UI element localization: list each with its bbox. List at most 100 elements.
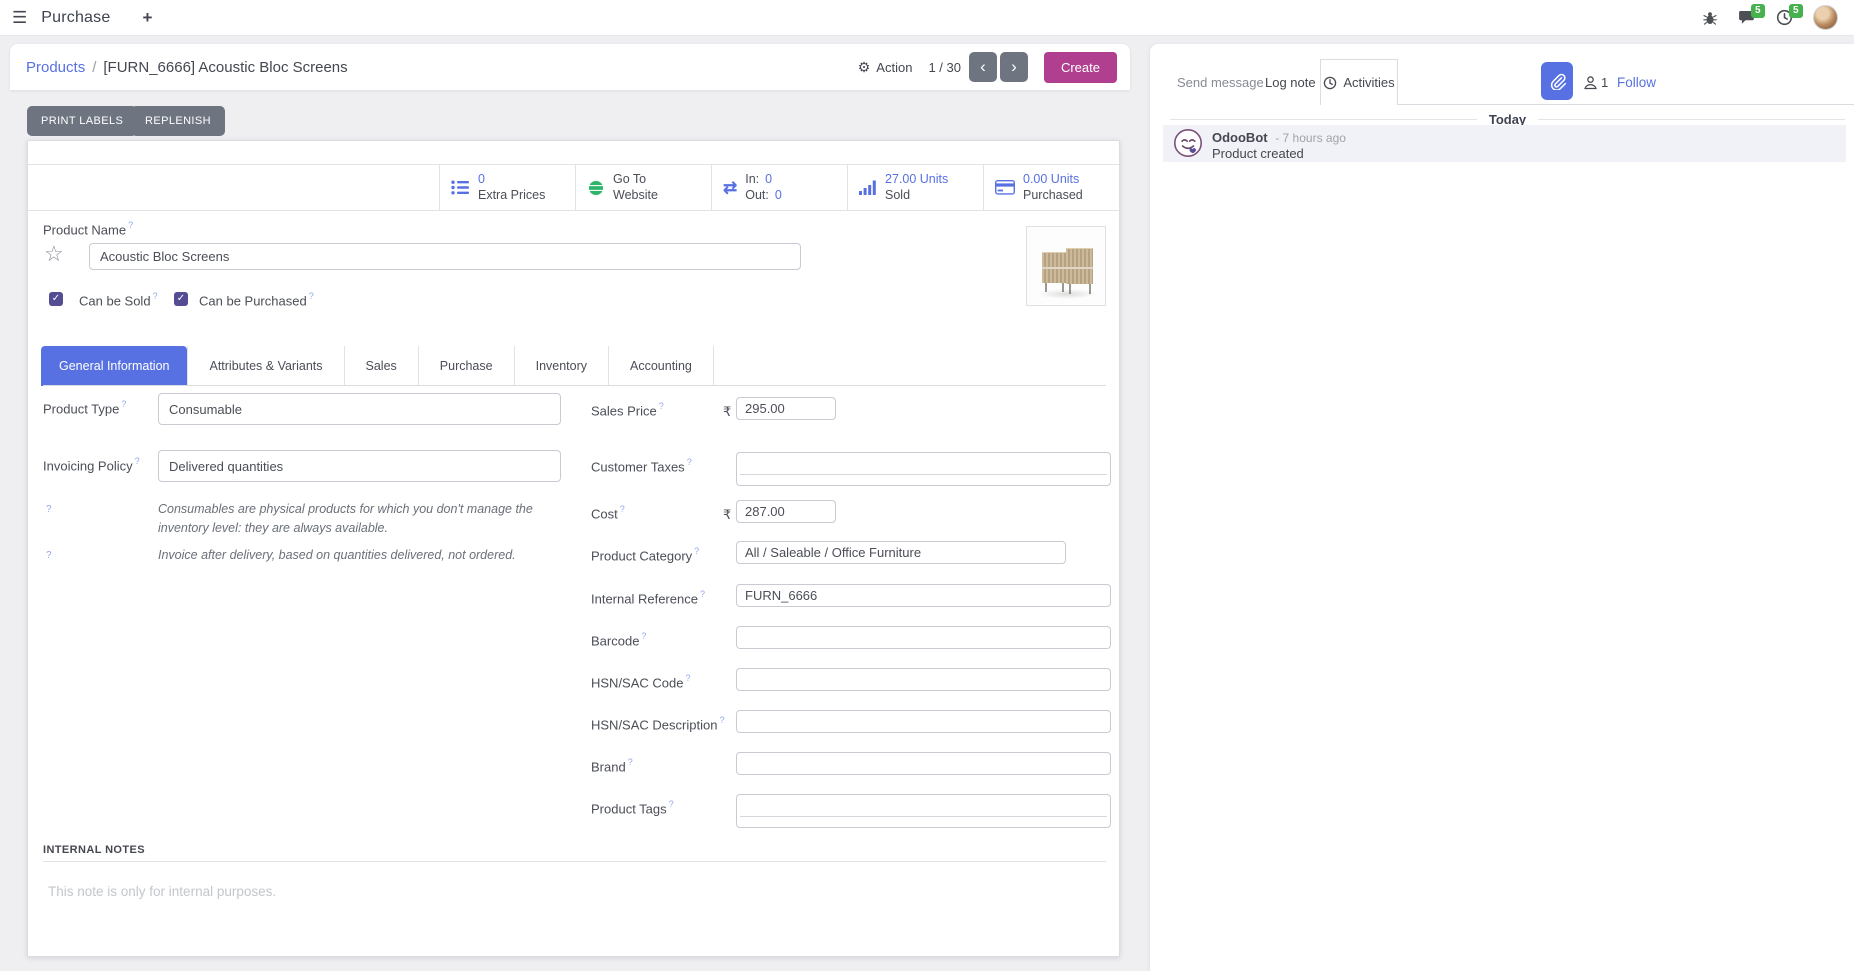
notebook-tabs: General Information Attributes & Variant… — [41, 346, 714, 386]
tabs-underline — [43, 385, 1106, 386]
action-label: Action — [876, 59, 913, 75]
brand-label: Brand? — [591, 757, 633, 775]
bug-icon[interactable] — [1702, 10, 1718, 26]
tab-purchase[interactable]: Purchase — [418, 346, 515, 386]
activities-clock-icon[interactable]: 5 — [1776, 4, 1803, 26]
sales-price-input[interactable] — [736, 397, 836, 420]
app-name[interactable]: Purchase — [41, 8, 111, 26]
follow-button[interactable]: Follow — [1617, 74, 1657, 90]
top-navbar: ☰ Purchase + 5 5 — [0, 0, 1854, 36]
units-purchased-value: 0.00 Units — [1023, 171, 1080, 186]
invoicing-help-text: Invoice after delivery, based on quantit… — [158, 548, 516, 562]
today-divider: Today — [1170, 112, 1846, 127]
chart-bars-icon — [859, 180, 876, 195]
action-menu-button[interactable]: ⚙ Action — [858, 59, 913, 76]
user-avatar[interactable] — [1813, 5, 1838, 30]
barcode-label: Barcode? — [591, 631, 647, 649]
messages-icon[interactable]: 5 — [1738, 4, 1765, 26]
barcode-input[interactable] — [736, 626, 1111, 649]
customer-taxes-input[interactable] — [736, 452, 1111, 486]
menu-icon[interactable]: ☰ — [12, 7, 28, 27]
add-tab-icon[interactable]: + — [142, 7, 153, 27]
stat-button-in-out[interactable]: ⇄ In: 0 Out: 0 — [711, 165, 847, 210]
activities-count-badge: 5 — [1789, 4, 1803, 18]
product-type-label: Product Type? — [43, 399, 127, 417]
stat-button-go-to-website[interactable]: Go To Website — [575, 165, 711, 210]
in-value: 0 — [765, 171, 773, 186]
tab-attributes-variants[interactable]: Attributes & Variants — [187, 346, 345, 386]
help-marker: ? — [46, 550, 52, 561]
units-purchased-label: Purchased — [1023, 187, 1083, 202]
replenish-button[interactable]: REPLENISH — [131, 106, 225, 136]
currency-symbol: ₹ — [723, 507, 732, 522]
breadcrumb-current: [FURN_6666] Acoustic Bloc Screens — [103, 58, 348, 76]
activities-button[interactable]: Activities — [1320, 59, 1398, 105]
stat-button-units-purchased[interactable]: 0.00 Units Purchased — [983, 165, 1119, 210]
product-tags-input[interactable] — [736, 794, 1111, 828]
tab-accounting[interactable]: Accounting — [609, 346, 714, 386]
customer-taxes-label: Customer Taxes? — [591, 457, 692, 475]
credit-card-icon — [995, 180, 1015, 195]
out-label: Out: — [745, 187, 769, 202]
tab-sales[interactable]: Sales — [344, 346, 419, 386]
hsn-sac-code-input[interactable] — [736, 668, 1111, 691]
chatter-message[interactable]: OdooBot - 7 hours ago Product created — [1163, 125, 1846, 162]
product-name-input[interactable] — [89, 243, 801, 270]
log-note-button[interactable]: Log note — [1265, 74, 1316, 90]
internal-reference-label: Internal Reference? — [591, 589, 705, 607]
cost-label: Cost? — [591, 504, 625, 522]
create-button[interactable]: Create — [1043, 51, 1117, 83]
breadcrumb-products-link[interactable]: Products — [26, 58, 86, 76]
message-author[interactable]: OdooBot — [1212, 130, 1268, 145]
brand-input[interactable] — [736, 752, 1111, 775]
internal-notes-placeholder[interactable]: This note is only for internal purposes. — [48, 884, 277, 899]
pager-previous-button[interactable]: ‹ — [968, 52, 997, 82]
clock-icon — [1324, 76, 1337, 89]
product-tags-label: Product Tags? — [591, 799, 674, 817]
messages-count-badge: 5 — [1751, 4, 1765, 18]
check-icon: ✓ — [176, 293, 186, 304]
paperclip-icon — [1550, 73, 1566, 90]
invoicing-policy-label: Invoicing Policy? — [43, 456, 140, 474]
stat-button-row: 0 Extra Prices Go To Website ⇄ In: 0 — [28, 164, 1119, 211]
breadcrumb-separator: / — [92, 58, 97, 76]
product-form-sheet: 0 Extra Prices Go To Website ⇄ In: 0 — [27, 140, 1120, 957]
followers-person-icon — [1584, 75, 1597, 89]
internal-reference-input[interactable] — [736, 584, 1111, 607]
product-category-input[interactable] — [736, 541, 1066, 564]
internal-notes-divider — [43, 861, 1106, 862]
transfer-arrows-icon: ⇄ — [723, 177, 738, 197]
website-line2: Website — [613, 187, 658, 202]
invoicing-policy-input[interactable] — [158, 450, 561, 482]
favorite-star-icon[interactable]: ☆ — [44, 241, 64, 266]
tab-general-information[interactable]: General Information — [41, 346, 188, 386]
print-labels-button[interactable]: PRINT LABELS — [27, 106, 138, 136]
message-body: Product created — [1212, 146, 1304, 162]
sales-price-label: Sales Price? — [591, 401, 664, 419]
can-be-purchased-checkbox[interactable]: ✓ — [174, 292, 188, 306]
chevron-left-icon: ‹ — [980, 57, 986, 76]
product-type-input[interactable] — [158, 393, 561, 425]
stat-button-units-sold[interactable]: 27.00 Units Sold — [847, 165, 983, 210]
send-message-button[interactable]: Send message — [1177, 74, 1264, 90]
stat-button-extra-prices[interactable]: 0 Extra Prices — [439, 165, 575, 210]
website-line1: Go To — [613, 171, 647, 186]
help-marker: ? — [46, 504, 52, 515]
tab-inventory[interactable]: Inventory — [514, 346, 610, 386]
product-image[interactable] — [1026, 226, 1106, 306]
follower-count: 1 — [1601, 74, 1609, 90]
cost-input[interactable] — [736, 500, 836, 523]
message-timestamp: - 7 hours ago — [1275, 131, 1346, 145]
can-be-sold-checkbox[interactable]: ✓ — [49, 292, 63, 306]
pager-next-button[interactable]: › — [999, 52, 1028, 82]
hsn-sac-description-label: HSN/SAC Description? — [591, 715, 725, 733]
internal-notes-title: INTERNAL NOTES — [43, 844, 145, 856]
can-be-purchased-label: Can be Purchased? — [199, 291, 314, 309]
attachments-button[interactable] — [1541, 62, 1573, 100]
chatter-topbar-divider — [1398, 104, 1854, 105]
out-value: 0 — [774, 187, 782, 202]
product-name-label: Product Name? — [43, 220, 134, 238]
followers-button[interactable]: 1 — [1583, 59, 1608, 105]
can-be-sold-label: Can be Sold? — [79, 291, 158, 309]
hsn-sac-description-input[interactable] — [736, 710, 1111, 733]
